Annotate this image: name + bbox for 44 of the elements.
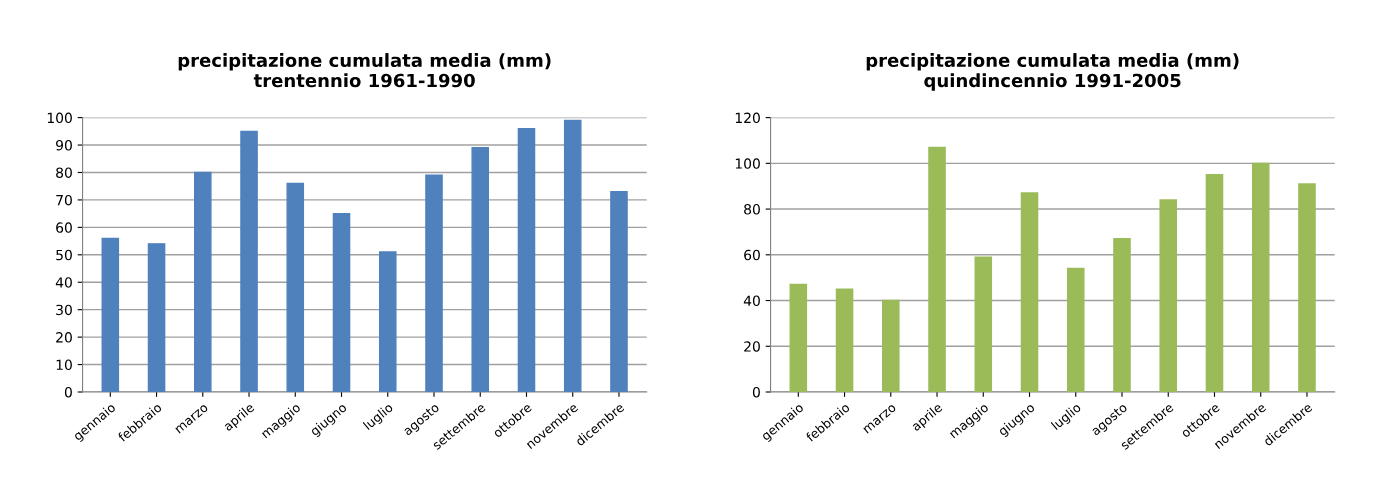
bar [789,283,808,392]
bar [974,256,993,392]
bar [928,146,946,392]
y-tick-label: 80 [744,204,760,215]
bar [1205,174,1224,392]
bar [425,174,443,392]
bar [194,171,212,392]
y-tick-label: 100 [735,158,760,169]
chart-title: precipitazione cumulata media (mm) quindincennio 1991-2005 [866,53,1239,91]
chart-title: precipitazione cumulata media (mm) trentennio 1961-1990 [178,53,551,88]
y-tick-label: 60 [744,249,760,261]
y-tick-label: 90 [56,140,72,151]
bar [240,130,258,392]
bar [610,190,628,392]
y-tick-label: 120 [735,112,760,124]
y-tick-label: 20 [56,332,72,343]
bar [147,243,166,392]
bar [332,212,351,392]
y-tick-label: 50 [56,249,72,261]
bar [1020,192,1039,392]
y-tick-label: 80 [56,167,72,178]
y-tick-label: 10 [56,359,72,371]
bar [1251,162,1270,392]
bar [378,251,397,392]
bar [1159,199,1178,392]
y-tick-label: 0 [752,386,760,398]
bar [101,237,120,392]
bar [1298,183,1316,392]
y-tick-label: 40 [55,277,72,288]
y-tick-label: 20 [744,341,760,352]
bar [835,288,854,392]
y-tick-label: 60 [56,222,72,233]
bar [563,119,582,392]
y-tick-label: 30 [56,304,72,316]
bar [471,147,490,392]
y-tick-label: 0 [64,386,72,398]
bar [882,299,900,392]
bar [517,127,536,392]
y-tick-label: 100 [47,112,72,124]
bar [1113,238,1131,392]
bar [1066,267,1085,392]
bar [286,182,305,392]
y-tick-label: 70 [56,194,72,206]
y-tick-label: 40 [743,295,760,307]
